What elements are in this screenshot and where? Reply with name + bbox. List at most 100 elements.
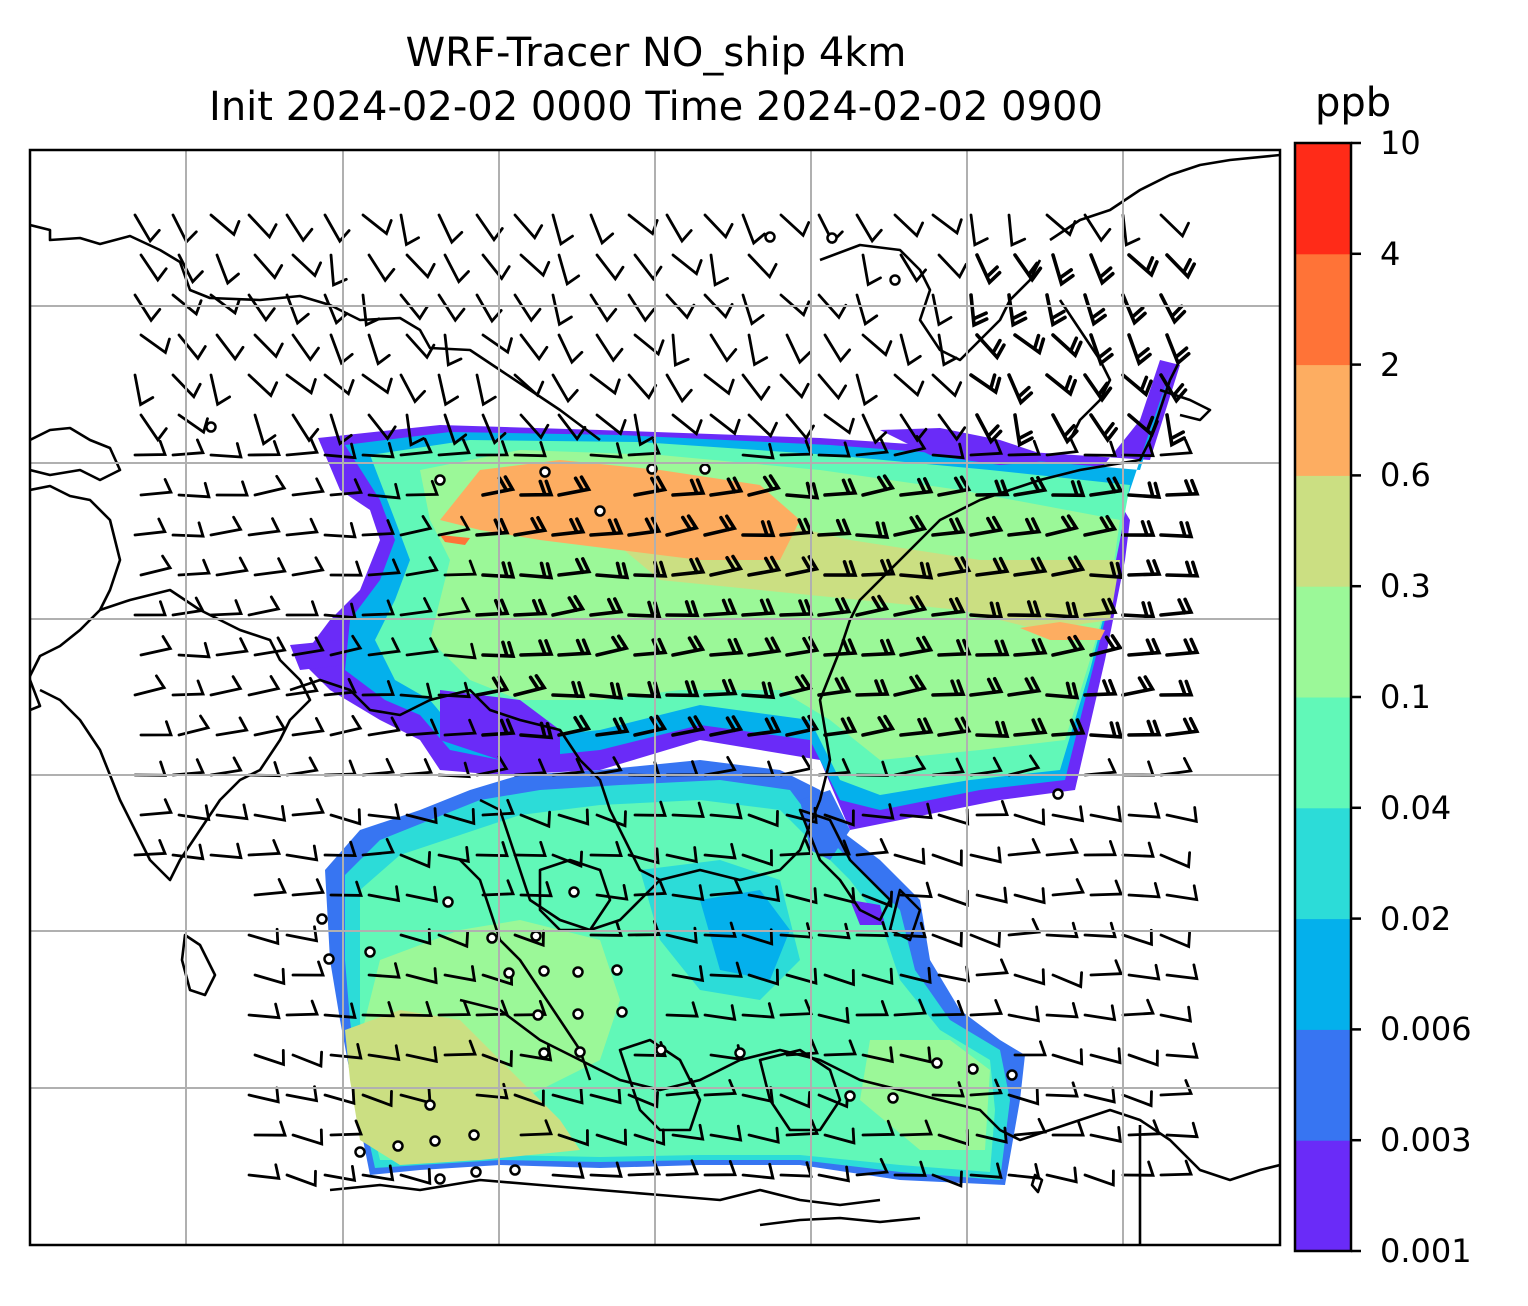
wind-barb <box>253 333 284 359</box>
wind-barb <box>1051 413 1079 445</box>
wind-barb <box>671 478 706 497</box>
calm-wind-marker <box>392 1140 404 1152</box>
wind-barb <box>443 1039 477 1057</box>
map-panel <box>30 150 1280 1245</box>
wind-barb <box>627 847 660 865</box>
calm-wind-marker <box>699 463 711 475</box>
wind-barb <box>709 333 738 363</box>
wind-barb <box>481 475 516 497</box>
calm-wind-marker <box>434 474 446 486</box>
wind-barb <box>139 720 173 737</box>
colorbar-tick-label: 0.04 <box>1380 788 1452 827</box>
wind-barb <box>937 413 967 442</box>
wind-barb <box>823 1127 856 1145</box>
wind-barb <box>323 373 355 397</box>
wind-barb <box>443 808 476 826</box>
wind-barb <box>475 999 509 1017</box>
wind-barb <box>671 253 703 277</box>
wind-barb <box>703 921 737 938</box>
wind-barb <box>969 213 989 247</box>
wind-barb <box>741 520 776 538</box>
wind-barb <box>361 373 393 395</box>
wind-barb <box>1007 1005 1041 1023</box>
wind-barb <box>481 1050 513 1068</box>
wind-barb <box>785 333 812 365</box>
wind-barb <box>285 844 319 862</box>
wind-barb <box>747 333 769 367</box>
calm-wind-marker <box>611 964 623 976</box>
wind-barb <box>671 557 706 577</box>
wind-barb <box>1013 475 1048 497</box>
wind-barb <box>1127 333 1152 367</box>
wind-barb <box>1159 679 1194 697</box>
wind-barb <box>329 714 363 737</box>
wind-barb <box>1007 439 1041 457</box>
wind-barb <box>133 373 155 407</box>
wind-barb <box>291 717 325 737</box>
colorbar-tick-label: 0.6 <box>1380 456 1431 495</box>
colorbar-tick-label: 0.006 <box>1380 1010 1472 1049</box>
calm-wind-marker <box>434 1173 446 1185</box>
wind-barb <box>665 1159 700 1177</box>
wind-barb <box>589 597 624 617</box>
wind-barb <box>969 601 1004 620</box>
wind-barb <box>519 639 554 657</box>
wind-barb <box>855 679 890 697</box>
wind-barb <box>139 635 173 657</box>
wind-barb <box>405 885 439 903</box>
wind-barb <box>1165 637 1200 657</box>
wind-barb <box>1089 959 1124 977</box>
wind-barb <box>247 595 281 617</box>
wind-barb <box>893 435 927 457</box>
calm-wind-marker <box>323 953 335 965</box>
wind-barb <box>1083 515 1118 537</box>
calm-wind-marker <box>538 1047 550 1059</box>
wind-barb <box>443 333 463 367</box>
wind-barb <box>969 439 1004 457</box>
wind-barb <box>247 927 280 946</box>
wind-barb <box>367 558 401 577</box>
calm-wind-marker <box>468 1129 480 1141</box>
wind-barb <box>633 1128 666 1146</box>
wind-barb <box>665 926 698 944</box>
wind-barb <box>551 595 586 617</box>
wind-barb <box>557 714 592 737</box>
calm-wind-marker <box>539 466 551 478</box>
wind-barb <box>595 884 629 901</box>
wind-barb <box>817 293 848 320</box>
wind-barb <box>899 966 932 985</box>
wind-barb <box>1045 681 1080 700</box>
map-frame <box>28 148 1282 1247</box>
wind-barb <box>1083 678 1118 697</box>
wind-barb <box>665 293 696 320</box>
colorbar-segment <box>1295 697 1351 809</box>
map-subtitle: Init 2024-02-02 0000 Time 2024-02-02 090… <box>209 84 1103 130</box>
wind-barb <box>709 637 744 657</box>
wind-barb <box>1165 560 1200 578</box>
calm-wind-marker <box>655 1044 667 1056</box>
wind-barb <box>253 805 287 822</box>
wind-barb <box>747 885 781 903</box>
wind-barb <box>367 962 401 979</box>
wind-barb <box>899 561 934 580</box>
wind-barb <box>1083 293 1107 327</box>
wind-barb <box>703 678 738 697</box>
wind-barb <box>247 517 281 537</box>
wind-barb <box>969 999 1004 1017</box>
wind-barb <box>1159 851 1191 869</box>
wind-barb <box>779 1091 811 1109</box>
wind-barb <box>785 1038 819 1057</box>
wind-barb <box>899 253 927 283</box>
wind-barb <box>285 517 319 537</box>
wind-barb <box>513 213 544 241</box>
calm-wind-marker <box>844 1090 856 1102</box>
wind-barb <box>1051 805 1085 823</box>
wind-barb <box>1045 514 1079 537</box>
wind-barb <box>215 803 249 821</box>
wind-barb <box>367 637 401 657</box>
wind-barb <box>931 597 966 617</box>
wind-barb <box>1051 971 1083 989</box>
wind-barb <box>291 413 320 443</box>
wind-barb <box>215 637 249 657</box>
wind-barb <box>741 442 775 460</box>
